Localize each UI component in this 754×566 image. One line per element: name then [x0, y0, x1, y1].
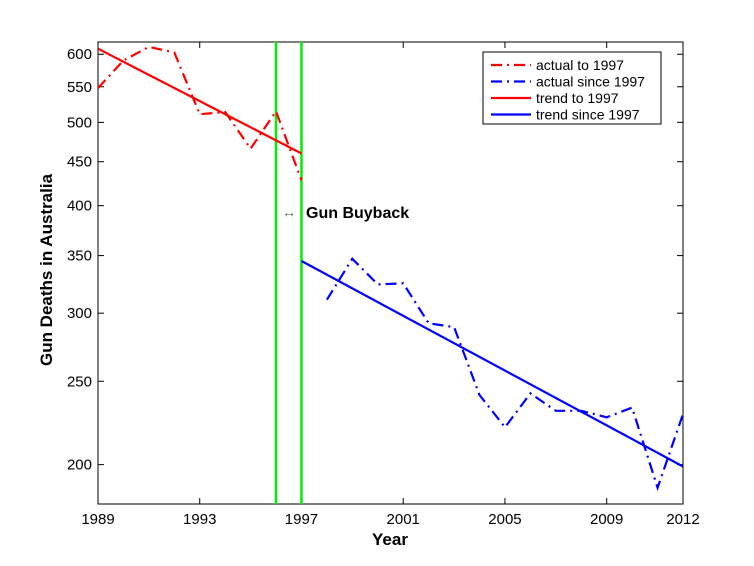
axes-box	[97, 41, 684, 505]
y-tick-label: 500	[67, 114, 92, 131]
x-tick-label: 2005	[488, 511, 521, 528]
buyback-label: Gun Buyback	[306, 205, 409, 222]
y-tick-label: 350	[67, 248, 92, 265]
x-tick-label: 2009	[590, 511, 623, 528]
series-line-3	[300, 260, 683, 468]
series-line-0	[98, 45, 303, 181]
y-tick-label: 550	[67, 79, 92, 96]
y-tick-label: 200	[67, 457, 92, 474]
legend-label-2: trend to 1997	[536, 90, 619, 106]
x-axis-label: Year	[372, 530, 408, 549]
series-line-2	[98, 47, 303, 155]
x-tick-label: 1997	[285, 511, 318, 528]
legend-box	[482, 51, 662, 125]
annotation-layer: ↔ Gun Buyback	[282, 204, 409, 222]
buyback-arrow-icon: ↔	[282, 204, 296, 220]
legend-label-1: actual since 1997	[536, 74, 645, 90]
y-tick-label: 300	[67, 305, 92, 322]
x-tick-label: 2001	[387, 511, 420, 528]
legend-label-3: trend since 1997	[536, 107, 640, 123]
x-tick-label: 1989	[81, 511, 114, 528]
y-tick-label: 600	[67, 46, 92, 63]
series-line-1	[325, 257, 683, 492]
x-tick-label: 1993	[183, 511, 216, 528]
x-tick-label: 2012	[666, 511, 699, 528]
y-tick-label: 400	[67, 198, 92, 215]
legend-label-0: actual to 1997	[536, 57, 624, 73]
plot-layer: 1989 1993 1997 2001 2005 2009 2012 200 250 300 350…	[67, 41, 700, 528]
y-axis-label: Gun Deaths in Australia	[37, 173, 56, 366]
y-tick-label: 450	[67, 154, 92, 171]
y-tick-label: 250	[67, 373, 92, 390]
